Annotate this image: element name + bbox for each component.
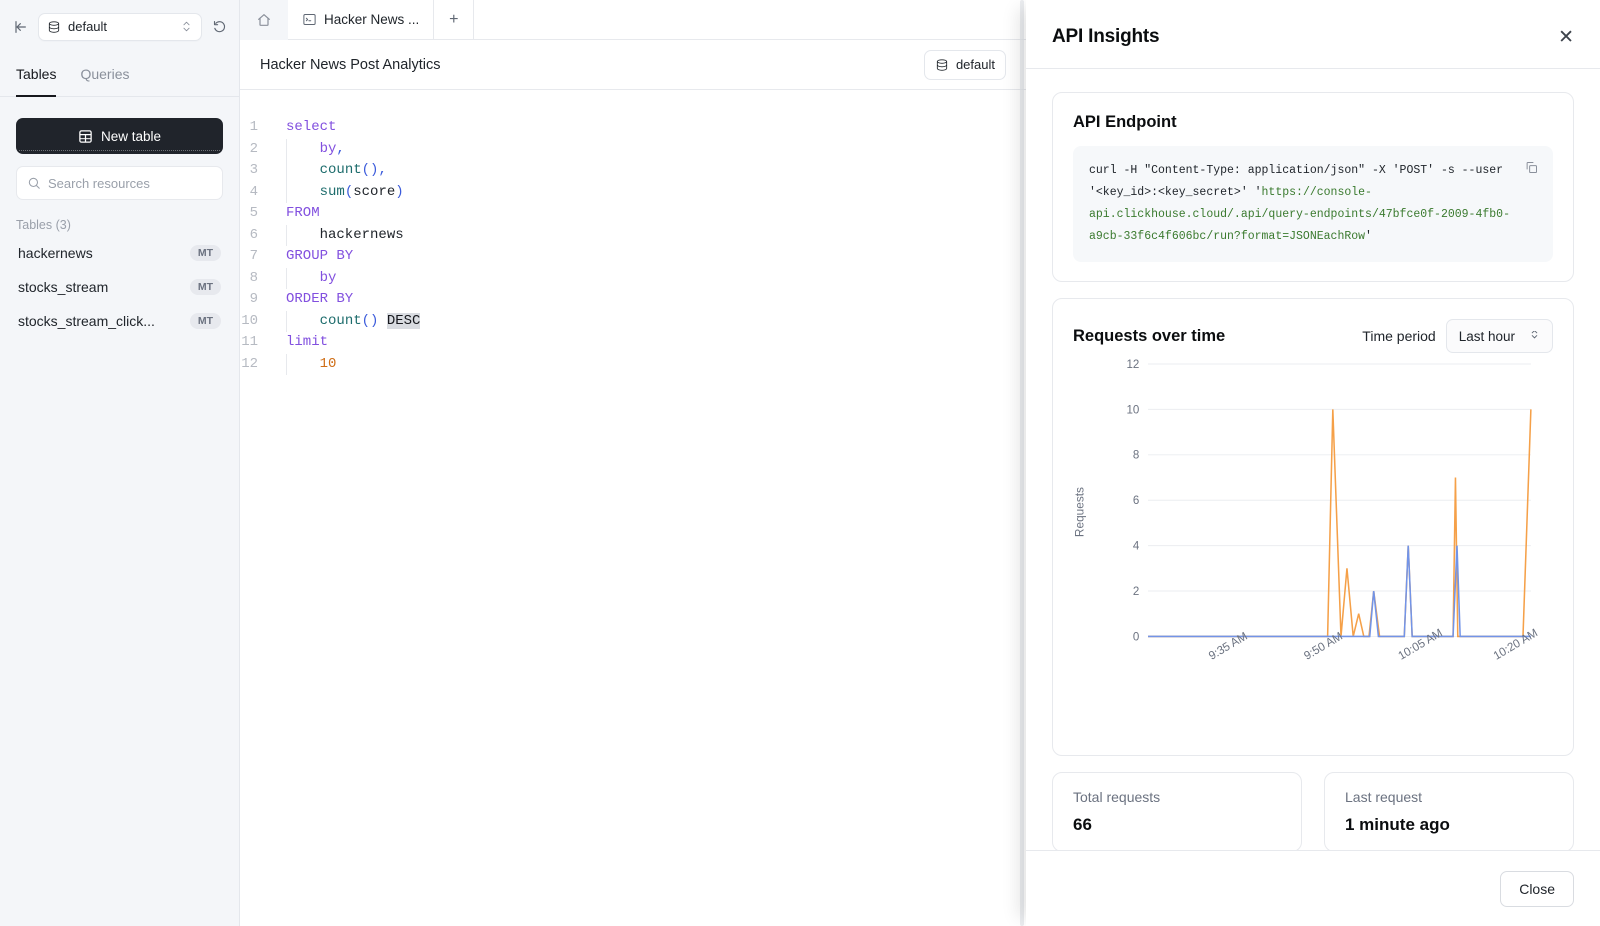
svg-text:8: 8 bbox=[1133, 449, 1139, 462]
svg-text:10: 10 bbox=[1127, 403, 1140, 416]
svg-text:9:50 AM: 9:50 AM bbox=[1302, 630, 1345, 663]
svg-text:12: 12 bbox=[1127, 358, 1140, 371]
svg-text:10:05 AM: 10:05 AM bbox=[1396, 626, 1445, 662]
svg-text:0: 0 bbox=[1133, 630, 1140, 643]
svg-text:4: 4 bbox=[1133, 539, 1140, 552]
svg-text:6: 6 bbox=[1133, 494, 1139, 507]
svg-text:2: 2 bbox=[1133, 585, 1139, 598]
svg-text:9:35 AM: 9:35 AM bbox=[1207, 630, 1250, 663]
svg-text:Requests: Requests bbox=[1074, 487, 1087, 537]
svg-text:10:20 AM: 10:20 AM bbox=[1491, 626, 1540, 662]
